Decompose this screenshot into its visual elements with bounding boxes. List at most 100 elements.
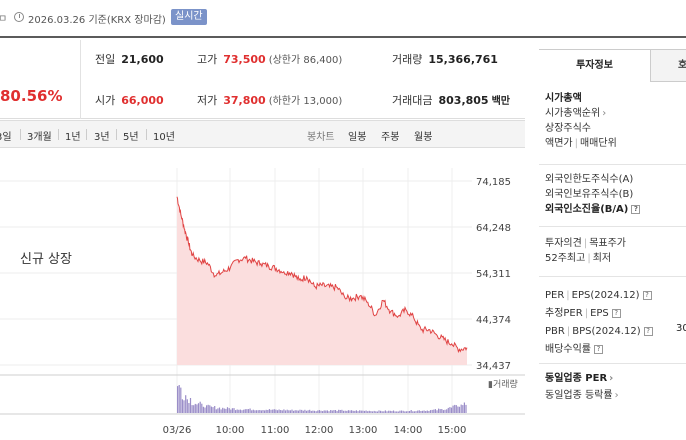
volume-bar [381,411,383,413]
volume-bar [442,410,444,413]
volume-bar [233,408,235,413]
volume-bar [380,410,382,413]
volume-bar [426,410,428,413]
volume-bar [243,409,245,413]
volume-bar [351,410,353,413]
volume-bar [273,409,275,413]
volume-bar [281,410,283,413]
volume-bar [362,410,364,413]
foreign-hold: 외국인보유주식수(B) [545,189,634,200]
volume-bar [355,410,357,413]
period-3month[interactable]: 3개월 [27,132,52,143]
volume-bar [244,409,246,413]
sector-rate[interactable]: 동일업종 등락률 › [545,390,619,401]
volume-bar [257,410,259,413]
valuation-section: PER | EPS(2024.12)? 추정PER | EPS? PBR | BPS(202… [545,287,653,359]
volume-bar [423,410,425,413]
candle-chart-link[interactable]: 봉차트 [307,132,335,143]
chevron-right-icon: › [614,390,619,401]
volume-bar [417,410,419,413]
volume-bar [180,387,182,413]
volume-bar [465,404,467,413]
weekly-candle-link[interactable]: 주봉 [381,132,400,143]
y-tick-label: 64,248 [476,223,511,234]
volume-bar [189,398,192,413]
realtime-badge[interactable]: 실시간 [171,9,207,25]
volume-bar [346,410,348,413]
header-edge-text: ㅁ [0,14,8,25]
volume-bar [305,410,308,413]
summary-divider [80,40,81,119]
volume-bar [275,409,277,413]
x-tick-label: 11:00 [261,425,290,436]
daily-candle-link[interactable]: 일봉 [348,132,367,143]
volume-bar [331,410,333,413]
help-icon[interactable]: ? [642,290,652,300]
period-3day[interactable]: 3일 [0,132,12,143]
help-icon[interactable]: ? [631,204,641,214]
prev-close: 전일 21,600 [95,53,164,66]
volume-bar [317,410,319,413]
volume-bar [312,410,314,413]
help-icon[interactable]: ? [643,326,653,336]
volume-bar [196,404,198,413]
volume-bar [412,411,414,413]
volume-bar [226,407,229,413]
tab-quote[interactable]: 호 [651,50,686,82]
section-divider [539,164,686,165]
volume-bar [201,403,203,413]
volume-bar [223,408,225,413]
period-separator [58,129,59,140]
section-divider [539,276,686,277]
volume-bar [230,409,232,413]
volume-bar [428,411,430,413]
volume-bar [407,411,409,413]
volume-bar [363,410,366,413]
volume-bar [452,405,454,413]
volume-bar [278,409,280,413]
volume-bar [267,410,269,413]
high-price: 고가 73,500 (상한가 86,400) [197,53,343,66]
tab-investment-info[interactable]: 투자정보 [539,50,651,82]
volume-bar [367,411,369,413]
volume-bar [268,409,270,413]
volume-bar [384,410,386,413]
price-chart[interactable]: 74,185 64,248 54,311 44,374 34,437 03/26 10:0… [0,148,525,440]
volume-bar [420,411,422,413]
help-icon[interactable]: ? [594,344,603,354]
sector-per[interactable]: 동일업종 PER › [545,373,614,384]
help-icon[interactable]: ? [611,308,621,318]
volume-bar [404,411,406,413]
monthly-candle-link[interactable]: 월봉 [414,132,433,143]
opinion-section: 투자의견 | 목표주가 52주최고 | 최저 [545,236,626,266]
volume-bar [183,400,185,413]
volume-bar [354,410,356,413]
volume-bar [439,409,441,413]
volume-bar [373,410,375,413]
volume-bar [450,407,453,413]
volume-bar [214,406,216,413]
low-price: 저가 37,800 (하한가 13,000) [197,94,343,107]
period-5year[interactable]: 5년 [123,132,139,143]
price-chart-area: 74,185 64,248 54,311 44,374 34,437 03/26 10:0… [0,148,525,440]
volume-bar [186,399,188,413]
volume-bar [193,405,195,413]
volume-bar [247,409,250,413]
volume-bar [383,411,385,413]
volume-bar [386,411,388,413]
trade-volume: 거래량 15,366,761 [392,53,498,66]
volume-bar [235,410,237,413]
period-10year[interactable]: 10년 [153,132,175,143]
period-3year[interactable]: 3년 [94,132,110,143]
period-1year[interactable]: 1년 [65,132,81,143]
volume-bar [322,411,324,413]
volume-bar [217,408,219,413]
volume-bar [210,406,212,413]
volume-bar [397,411,399,413]
clock-icon [14,12,24,22]
market-cap-rank[interactable]: 시가총액순위 › [545,108,607,119]
info-header: ㅁ 2026.03.26 기준(KRX 장마감) 실시간 [0,0,686,38]
volume-bar [325,410,327,413]
volume-bar [392,410,395,413]
volume-bar [370,411,372,413]
